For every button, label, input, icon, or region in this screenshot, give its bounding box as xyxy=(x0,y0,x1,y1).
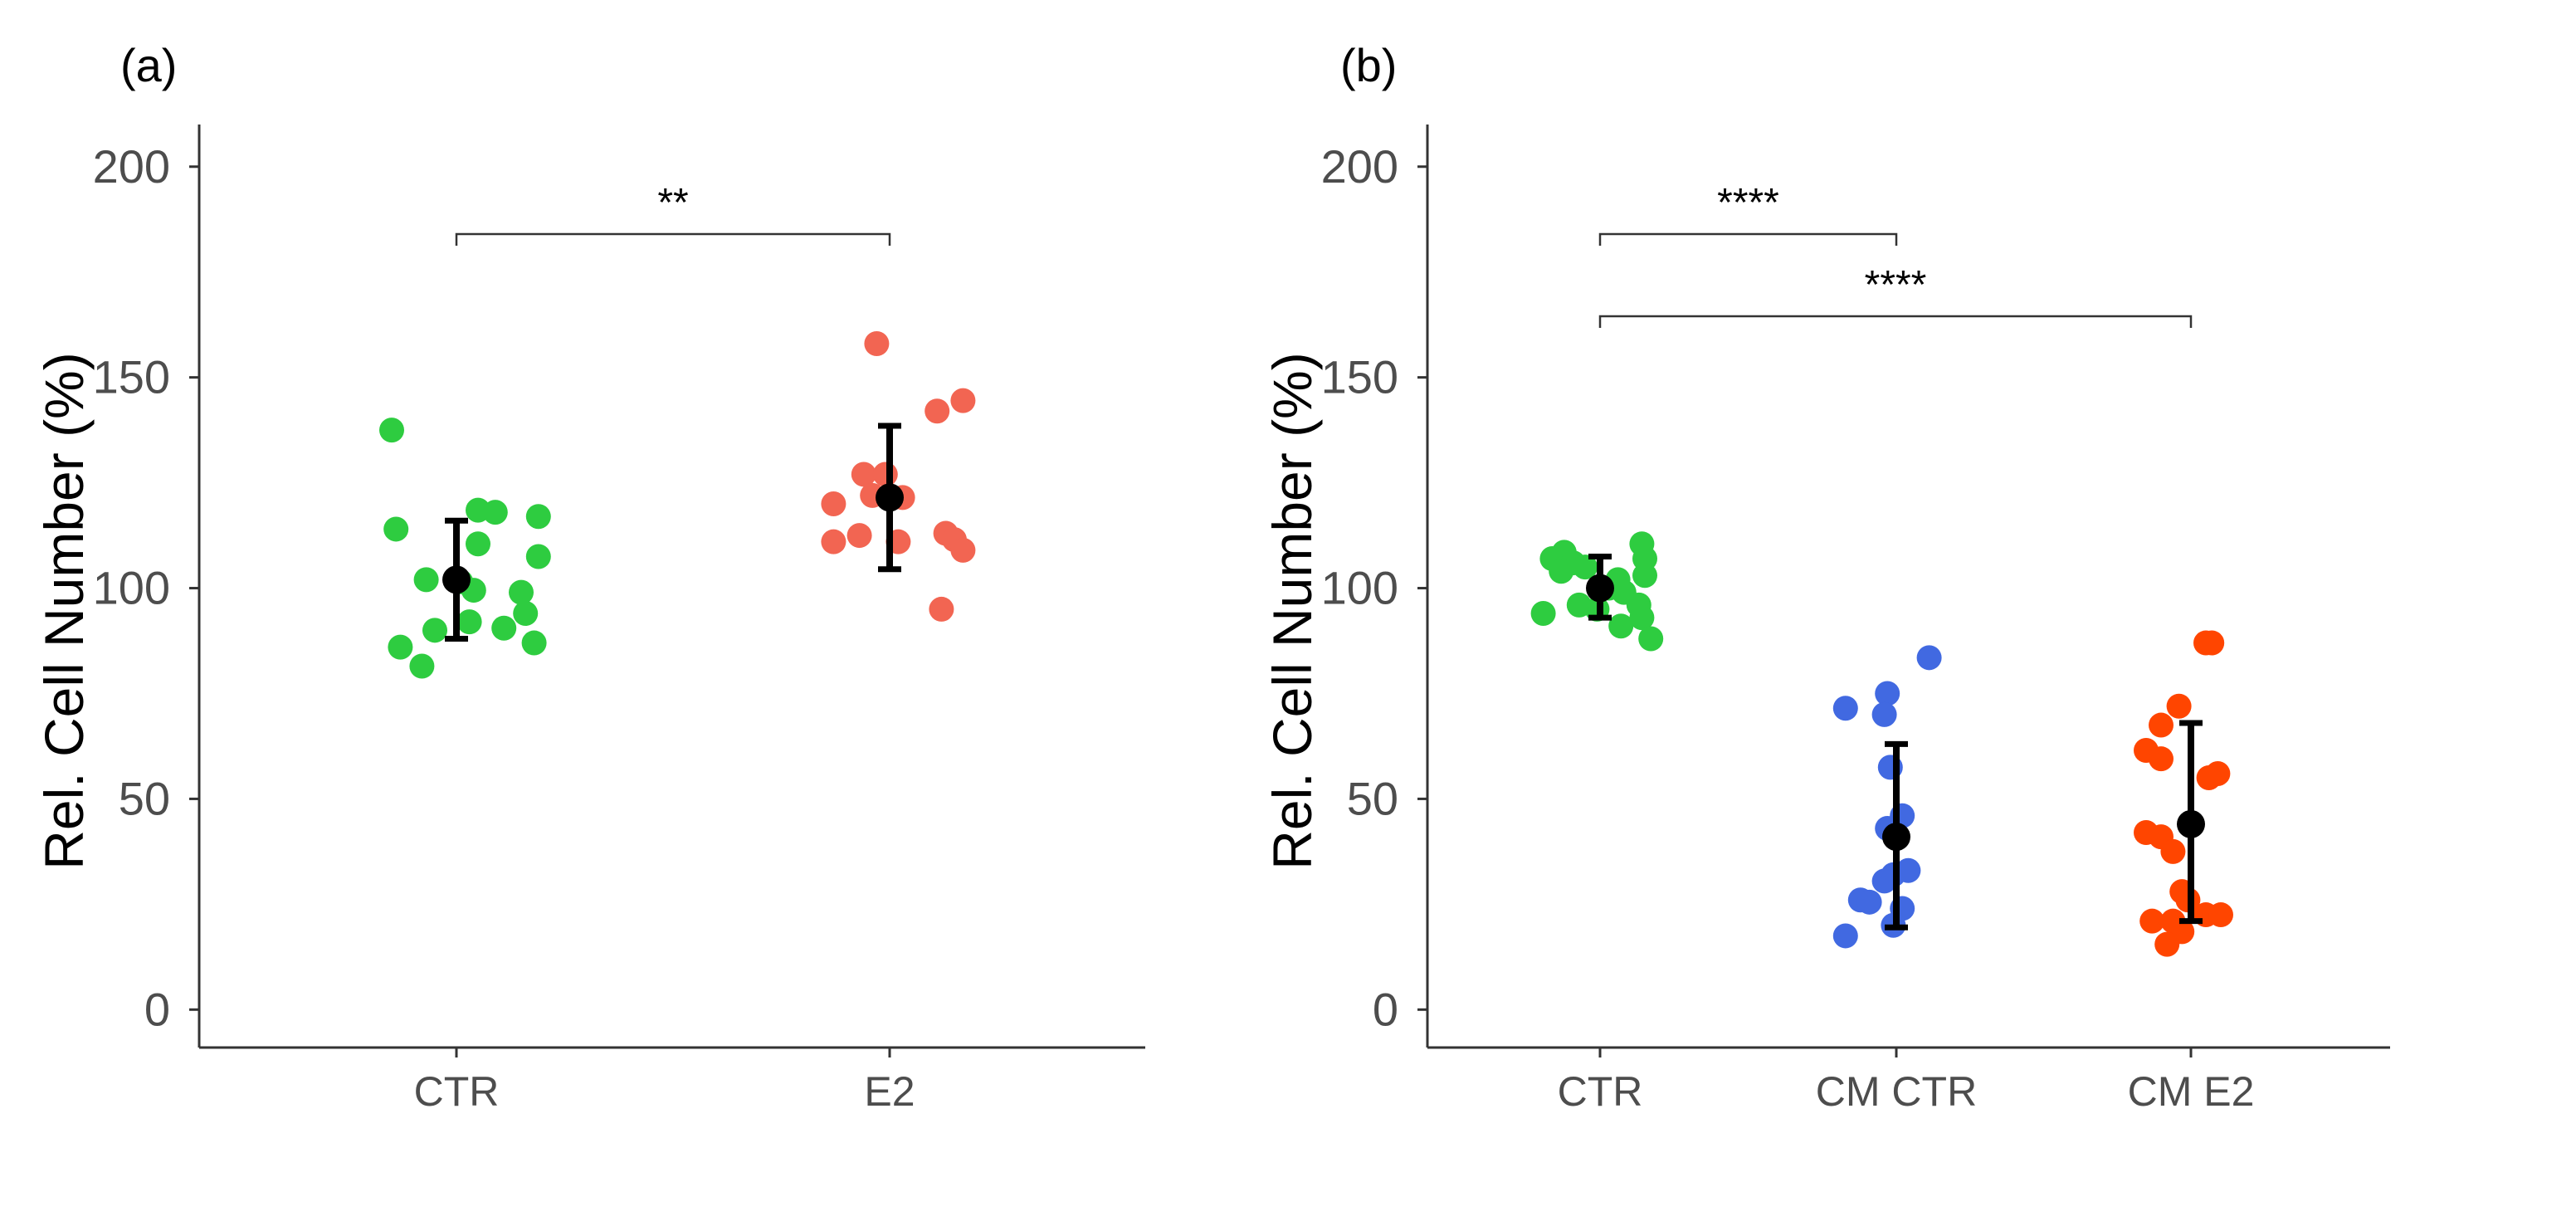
data-point xyxy=(950,537,976,563)
y-tick-label: 0 xyxy=(1373,983,1398,1035)
data-point xyxy=(422,618,447,643)
data-point xyxy=(2154,931,2180,957)
significance-bracket xyxy=(1598,232,1898,247)
data-point xyxy=(525,504,551,530)
data-point xyxy=(929,596,954,622)
data-point xyxy=(1871,868,1897,894)
data-point xyxy=(456,609,482,635)
data-point xyxy=(1895,857,1921,883)
y-axis-label: Rel. Cell Number (%) xyxy=(1261,352,1323,869)
data-point xyxy=(379,418,404,443)
data-point xyxy=(482,500,508,525)
data-point xyxy=(1871,701,1897,727)
y-tick-label: 50 xyxy=(119,772,170,824)
significance-label: **** xyxy=(1865,263,1927,307)
mean-point xyxy=(876,483,904,512)
data-point xyxy=(409,653,435,679)
data-point xyxy=(1856,889,1882,915)
y-tick-label: 100 xyxy=(93,562,170,614)
y-tick-label: 150 xyxy=(1321,351,1398,403)
data-point xyxy=(466,531,490,557)
data-point xyxy=(851,462,876,487)
data-point xyxy=(491,615,517,641)
significance-label: **** xyxy=(1717,181,1779,225)
y-tick-label: 200 xyxy=(93,140,170,193)
data-point xyxy=(821,491,846,516)
x-tick-label: CM E2 xyxy=(2128,1068,2255,1115)
y-tick-label: 200 xyxy=(1321,140,1398,193)
mean-point xyxy=(1586,574,1614,603)
significance-label: ** xyxy=(657,181,688,225)
data-point xyxy=(1632,563,1657,589)
data-point xyxy=(1916,645,1942,671)
data-point xyxy=(525,544,551,569)
data-point xyxy=(2139,908,2165,934)
x-tick-label: E2 xyxy=(864,1068,915,1115)
panel-label: (b) xyxy=(1340,39,1397,91)
data-point xyxy=(864,331,890,357)
y-tick-label: 0 xyxy=(144,983,170,1035)
panel-label: (a) xyxy=(120,39,177,91)
y-tick-label: 50 xyxy=(1347,772,1398,824)
data-point xyxy=(1608,613,1634,639)
panel-b: (b) 0 50 100 150 200 Rel. Cell Number (%) CTR CM… xyxy=(1261,39,2390,1115)
data-point xyxy=(413,567,439,593)
data-point xyxy=(821,529,846,554)
data-point xyxy=(1832,923,1858,949)
mean-point xyxy=(1882,823,1910,852)
mean-point xyxy=(442,565,471,594)
data-point xyxy=(1549,559,1574,584)
x-tick-label: CM CTR xyxy=(1816,1068,1977,1115)
data-point xyxy=(521,630,547,656)
data-point xyxy=(950,388,976,413)
significance-bracket xyxy=(455,232,891,247)
x-tick-label: CTR xyxy=(414,1068,500,1115)
data-point xyxy=(1573,554,1598,580)
panel-a: (a) 0 50 100 150 200 Rel. Cell Number (%) CTR E2… xyxy=(33,39,1145,1115)
data-point xyxy=(1530,601,1556,627)
data-point xyxy=(1629,605,1655,631)
data-point xyxy=(2208,902,2233,928)
data-point xyxy=(2149,712,2174,738)
data-point xyxy=(383,516,409,542)
data-point xyxy=(2149,746,2174,772)
significance-bracket xyxy=(1598,315,2193,329)
data-point xyxy=(2166,693,2192,719)
y-axis-label: Rel. Cell Number (%) xyxy=(33,352,95,869)
data-point xyxy=(1638,626,1664,652)
data-point xyxy=(925,398,950,424)
data-point xyxy=(1875,681,1900,706)
data-point xyxy=(509,579,534,605)
data-point xyxy=(1832,696,1858,721)
data-point xyxy=(513,601,539,627)
data-point xyxy=(2196,765,2222,791)
y-tick-label: 150 xyxy=(93,351,170,403)
y-tick-label: 100 xyxy=(1321,562,1398,614)
data-point xyxy=(2199,630,2225,656)
data-point xyxy=(388,634,413,660)
data-point xyxy=(2160,838,2186,864)
data-point xyxy=(872,462,898,487)
mean-point xyxy=(2177,809,2205,838)
x-tick-label: CTR xyxy=(1558,1068,1643,1115)
data-point xyxy=(846,523,872,549)
